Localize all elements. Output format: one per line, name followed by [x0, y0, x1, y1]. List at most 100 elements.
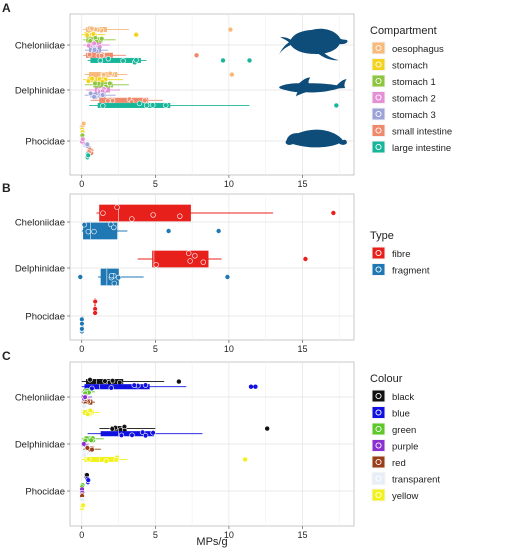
data-point — [115, 274, 122, 281]
data-point — [105, 55, 112, 62]
legend-label: stomach 3 — [392, 110, 436, 121]
legend-label: black — [392, 392, 414, 403]
data-point — [81, 441, 87, 447]
data-point — [131, 382, 137, 388]
legend-item: oesophagus — [371, 41, 444, 55]
data-point — [200, 259, 206, 265]
x-tick-label: 10 — [224, 179, 234, 189]
data-point — [118, 432, 125, 438]
legend-label: green — [392, 425, 416, 436]
data-point — [101, 71, 107, 78]
legend-title: Type — [370, 230, 394, 242]
legend-label: stomach 1 — [392, 77, 436, 88]
data-point — [87, 407, 93, 414]
data-point — [92, 310, 98, 316]
legend-title: Colour — [370, 373, 403, 385]
legend-label: oesophagus — [392, 44, 444, 55]
data-point — [187, 258, 193, 264]
data-point — [150, 212, 156, 218]
legend-key-point — [375, 458, 382, 466]
x-tick-label: 5 — [153, 179, 158, 189]
legend-key-point — [375, 127, 382, 134]
legend-key-point — [375, 110, 382, 118]
box — [84, 384, 150, 390]
data-point — [109, 426, 115, 432]
data-point — [84, 32, 90, 38]
legend-key — [371, 107, 386, 121]
panel-b: B Cheloniidae Delphinidae Phocidae 0 5 10 15 Typ… — [2, 181, 430, 354]
legend-key — [371, 41, 386, 55]
category-label: Cheloniidae — [15, 41, 65, 52]
box — [99, 97, 149, 103]
outlier-point — [229, 72, 235, 77]
outlier-point — [264, 426, 270, 431]
data-point — [80, 136, 86, 142]
data-point — [85, 228, 91, 235]
outlier-point — [176, 379, 182, 384]
legend-item: small intestine — [371, 124, 452, 138]
legend-item: large intestine — [371, 140, 451, 154]
box — [97, 102, 171, 108]
data-point — [142, 432, 149, 439]
x-tick-label: 15 — [297, 530, 307, 540]
data-point — [133, 57, 139, 63]
data-point — [139, 429, 146, 435]
legend-label: small intestine — [392, 127, 452, 138]
series-stomach-3 — [83, 45, 116, 151]
legend-item: purple — [371, 439, 418, 453]
outlier-point — [216, 228, 221, 234]
series-blue — [81, 382, 258, 485]
outlier-point — [242, 457, 248, 462]
panel-a: A Cheloniidae Delphinidae Phocidae 0 5 10 15 Com… — [2, 1, 452, 189]
data-point — [87, 377, 93, 383]
category-label: Phocidae — [25, 312, 65, 323]
outlier-point — [78, 274, 83, 280]
outlier-point — [194, 53, 199, 58]
data-point — [87, 90, 94, 97]
data-point — [85, 42, 92, 49]
legend-label: transparent — [392, 475, 440, 486]
data-point — [89, 25, 95, 32]
data-point — [99, 36, 105, 42]
legend-key — [371, 406, 386, 419]
legend-key — [371, 472, 386, 485]
legend-key-point — [375, 143, 382, 151]
x-tick-label: 5 — [153, 344, 158, 354]
data-point — [142, 97, 148, 104]
data-point — [111, 224, 117, 231]
data-point — [91, 228, 97, 235]
legend-item: fragment — [371, 263, 430, 277]
legend-key — [371, 488, 386, 502]
legend-label: fragment — [392, 266, 430, 277]
data-point — [120, 58, 126, 64]
legend-item: transparent — [371, 472, 440, 486]
legend-key-point — [375, 77, 382, 85]
category-label: Delphinidae — [15, 86, 65, 97]
legend-key-point — [375, 425, 382, 433]
series-fibre — [92, 204, 336, 316]
data-point — [79, 326, 85, 332]
legend-item: fibre — [371, 246, 410, 260]
legend-key — [371, 246, 386, 260]
outlier-point — [220, 58, 226, 63]
outlier-point — [225, 274, 230, 280]
x-tick-label: 5 — [153, 530, 158, 540]
data-point — [84, 411, 91, 417]
legend: Compartment oesophagus stomach stomach 1 sto… — [370, 25, 452, 154]
x-tick-label: 0 — [79, 179, 84, 189]
data-point — [89, 75, 95, 82]
data-point — [81, 403, 87, 409]
legend-key-point — [375, 491, 382, 499]
legend-key-point — [375, 61, 382, 68]
box — [99, 204, 191, 222]
data-point — [107, 80, 113, 87]
data-point — [79, 496, 85, 503]
category-label: Phocidae — [25, 137, 65, 148]
legend-key — [371, 140, 386, 154]
legend-label: fibre — [392, 249, 410, 260]
data-point — [111, 280, 117, 287]
data-point — [113, 457, 119, 463]
legend-label: stomach 2 — [392, 94, 436, 105]
data-point — [177, 213, 183, 219]
legend-item: stomach 3 — [371, 107, 436, 121]
